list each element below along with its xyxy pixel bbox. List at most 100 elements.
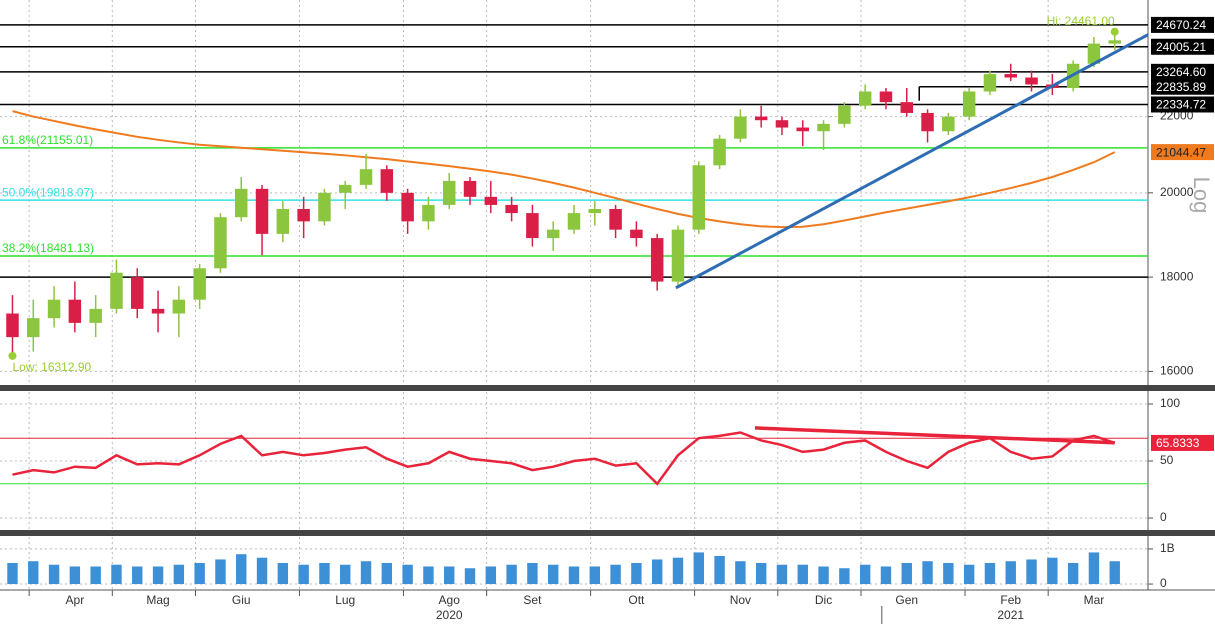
volume-bar	[236, 554, 247, 585]
volume-bar	[880, 566, 892, 585]
volume-bar	[48, 564, 60, 585]
candle-body	[131, 277, 144, 309]
candle-body	[297, 208, 310, 222]
candle-body	[1025, 77, 1038, 85]
y-tick-label: 1B	[1160, 541, 1175, 555]
volume-bar	[693, 552, 704, 585]
volume-bar	[319, 562, 330, 585]
candle-body	[713, 138, 726, 166]
volume-bar	[132, 566, 143, 585]
y-tick-label: 16000	[1160, 364, 1194, 378]
candle-body	[422, 204, 435, 222]
y-tick-label: 20000	[1160, 185, 1194, 199]
candle-body	[380, 169, 394, 193]
x-tick-label: Gen	[895, 593, 918, 607]
candle-body	[6, 313, 19, 338]
x-tick-label: Mag	[146, 593, 169, 607]
volume-bar	[901, 562, 912, 585]
volume-bar	[215, 559, 226, 585]
volume-bar	[402, 564, 413, 585]
candle-body	[1108, 40, 1121, 44]
volume-bar	[298, 564, 309, 585]
volume-bar	[818, 566, 829, 585]
y-tick-label: 100	[1160, 396, 1180, 410]
candle-body	[89, 308, 102, 323]
volume-bar	[111, 564, 122, 585]
year-label: 2020	[436, 608, 463, 622]
candle-body	[1004, 74, 1017, 78]
y-tick-label: 0	[1160, 510, 1167, 524]
volume-bar	[963, 564, 975, 585]
level-label: 22334.72	[1156, 98, 1206, 112]
rsi-trend-line	[754, 426, 1115, 445]
candle-body	[609, 208, 622, 230]
candle-body	[235, 188, 248, 218]
x-tick-label: Feb	[1000, 593, 1021, 607]
candle-body	[27, 318, 40, 338]
candle-body	[484, 196, 498, 205]
volume-bar	[1005, 561, 1016, 585]
volume-bar	[194, 562, 205, 585]
volume-bar	[485, 566, 497, 585]
candle-body	[962, 91, 976, 117]
volume-bar	[360, 561, 372, 585]
volume-bar	[922, 561, 933, 585]
x-tick-label: Mar	[1084, 593, 1105, 607]
level-label: 24005.21	[1156, 40, 1206, 54]
x-tick-label: Giu	[232, 593, 251, 607]
candle-body	[442, 180, 456, 205]
ma-value-label-box	[1151, 144, 1214, 161]
volume-bar	[1109, 561, 1120, 585]
ma-value-label: 21044.47	[1156, 145, 1206, 159]
x-tick-label: Lug	[335, 593, 355, 607]
level-label: 24670.24	[1156, 18, 1206, 32]
year-label: 2021	[997, 608, 1024, 622]
volume-bar	[340, 564, 351, 585]
y-tick-label: 18000	[1160, 269, 1194, 283]
rsi-line	[12, 431, 1116, 486]
level-label: 22835.89	[1156, 80, 1206, 94]
moving-average	[12, 110, 1116, 229]
volume-bar	[672, 557, 684, 585]
candle-body	[276, 208, 290, 234]
candle-body	[193, 268, 206, 300]
candle-body	[110, 272, 123, 309]
annotation-marker	[8, 351, 17, 360]
candle-body	[401, 192, 414, 222]
candle-body	[567, 213, 581, 230]
volume-bar	[755, 562, 767, 585]
volume-bar	[1067, 562, 1079, 585]
level-label-box	[1151, 63, 1214, 80]
volume-bar	[548, 564, 559, 585]
candle-body	[921, 112, 934, 132]
candle-body	[630, 229, 643, 239]
candle-body	[47, 299, 61, 319]
rsi-value-label-box	[1151, 434, 1214, 451]
candle-body	[754, 116, 768, 121]
volume-bar	[152, 566, 164, 585]
volume-bar	[714, 555, 725, 585]
candle-body	[255, 188, 269, 234]
volume-bar	[444, 566, 455, 585]
annotation-label: Low: 16312.90	[12, 360, 91, 374]
x-tick-label: Nov	[730, 593, 751, 607]
volume-bar	[90, 566, 101, 585]
candle-body	[775, 120, 789, 128]
volume-bar	[797, 564, 808, 585]
x-tick-label: Ott	[628, 593, 645, 607]
volume-bar	[464, 568, 476, 585]
level-label-box	[1151, 38, 1214, 55]
level-label-box	[1151, 96, 1214, 113]
fib-label: 38.2%(18481.13)	[2, 241, 94, 255]
volume-bar	[839, 568, 850, 585]
candle-body	[546, 229, 560, 239]
volume-bar	[776, 564, 788, 585]
y-tick-label: 0	[1160, 576, 1167, 590]
level-label-box	[1151, 16, 1214, 33]
volume-bar	[506, 564, 517, 585]
candle-body	[900, 102, 913, 113]
candle-body	[526, 213, 539, 239]
fib-label: 61.8%(21155.01)	[2, 133, 93, 147]
candle-body	[983, 74, 997, 92]
